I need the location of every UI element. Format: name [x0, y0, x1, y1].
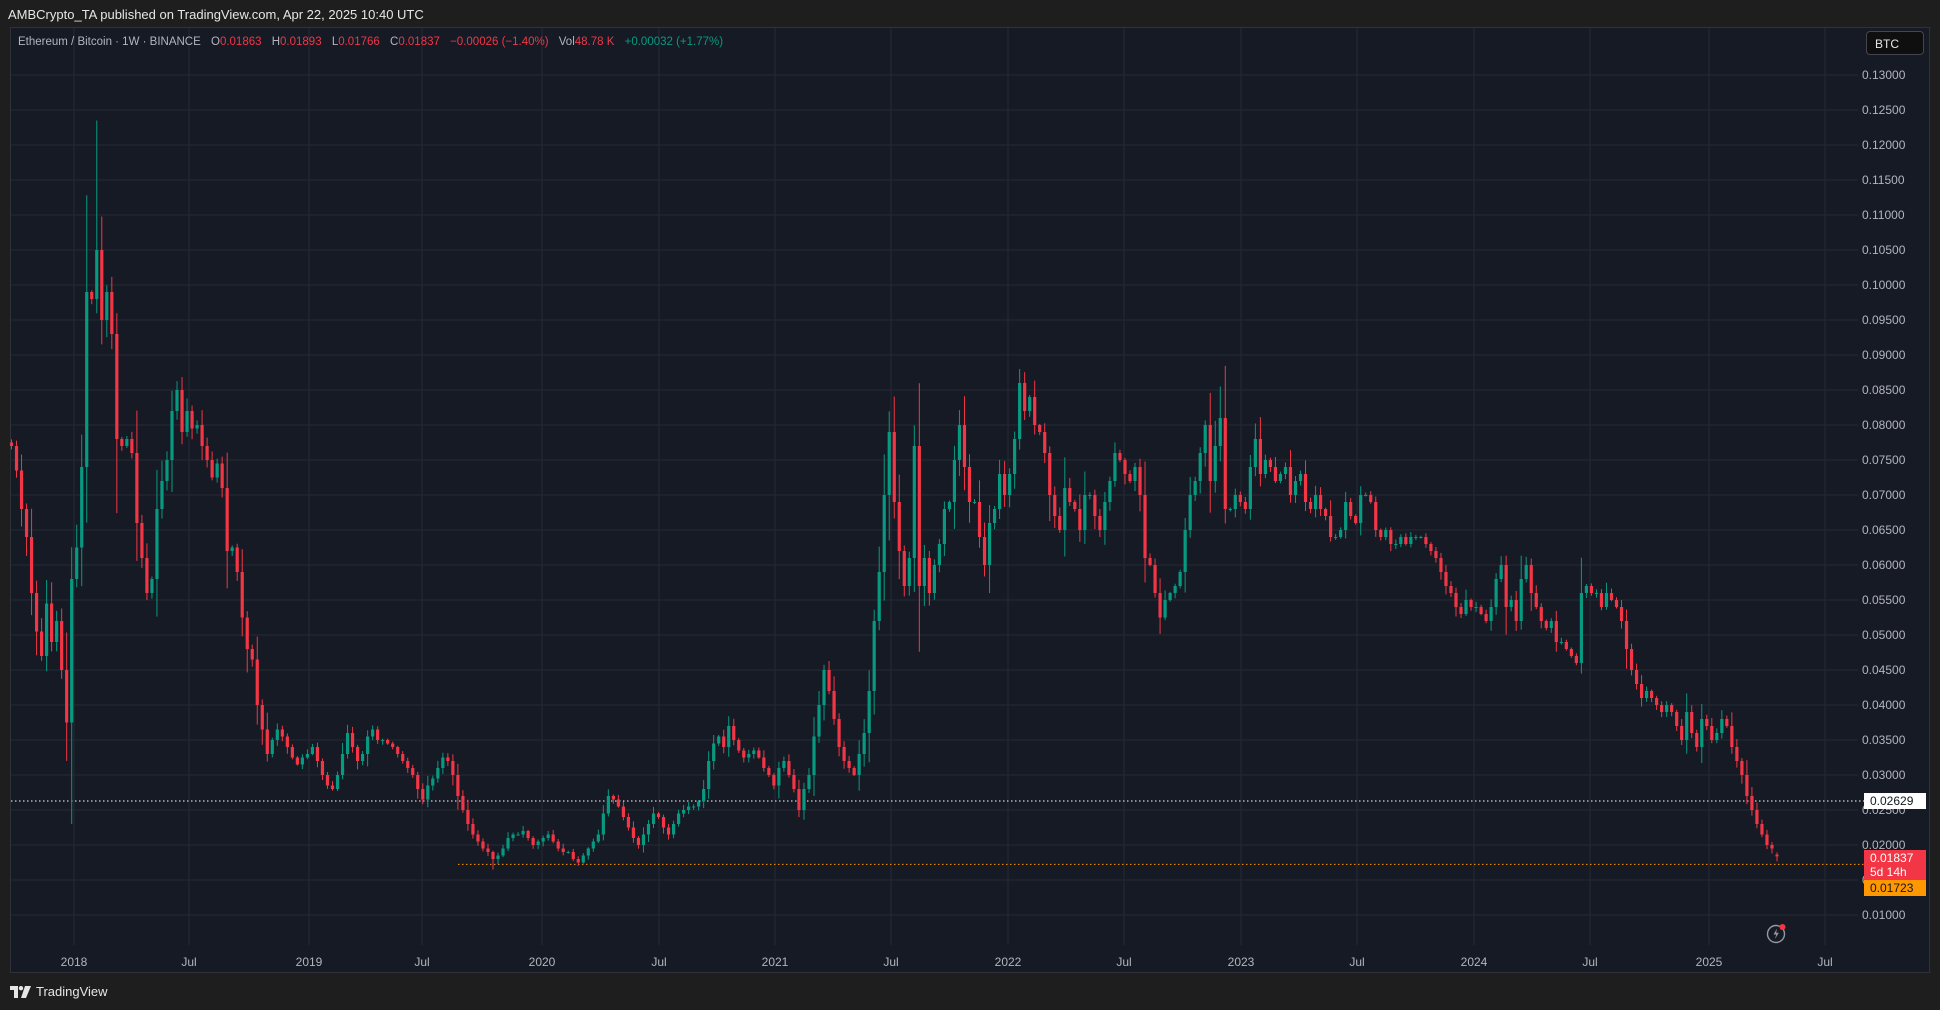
time-tick: 2024 — [1460, 955, 1488, 969]
time-tick: 2025 — [1695, 955, 1723, 969]
footer-brand[interactable]: TradingView — [36, 984, 108, 999]
price-tick: 0.05000 — [1862, 628, 1906, 642]
bar-countdown: 5d 14h — [1870, 865, 1907, 879]
price-tick: 0.09000 — [1862, 348, 1906, 362]
open-value: 0.01863 — [219, 36, 262, 48]
time-tick: Jul — [1116, 955, 1132, 969]
time-tick: Jul — [1582, 955, 1598, 969]
price-tick: 0.06000 — [1862, 558, 1906, 572]
price-tick: 0.02000 — [1862, 838, 1906, 852]
low-label: L — [331, 36, 339, 48]
price-tick: 0.08500 — [1862, 383, 1906, 397]
volume-label: Vol — [558, 36, 575, 48]
time-tick: 2023 — [1227, 955, 1255, 969]
price-tick: 0.07500 — [1862, 453, 1906, 467]
volume-value: 48.78 K — [574, 36, 615, 48]
time-tick: 2022 — [994, 955, 1022, 969]
time-tick: Jul — [1817, 955, 1833, 969]
currency-badge[interactable]: BTC — [1866, 31, 1924, 55]
price-tick: 0.08000 — [1862, 418, 1906, 432]
time-tick: Jul — [1349, 955, 1365, 969]
price-tick: 0.12000 — [1862, 138, 1906, 152]
close-label: C — [390, 36, 399, 48]
tradingview-logo-icon — [10, 985, 31, 998]
publish-info: AMBCrypto_TA published on TradingView.co… — [8, 7, 424, 22]
time-tick: Jul — [651, 955, 667, 969]
last-price-value: 0.01837 — [1870, 851, 1914, 865]
time-tick: 2019 — [295, 955, 323, 969]
price-tick: 0.12500 — [1862, 103, 1906, 117]
price-tick: 0.04000 — [1862, 698, 1906, 712]
footer: TradingView — [10, 984, 108, 999]
support-line-price-label: 0.01723 — [1864, 880, 1926, 896]
symbol-legend: Ethereum / Bitcoin · 1W · BINANCE O0.018… — [18, 35, 723, 49]
price-tick: 0.03000 — [1862, 768, 1906, 782]
time-tick: Jul — [181, 955, 197, 969]
price-tick: 0.07000 — [1862, 488, 1906, 502]
price-tick: 0.09500 — [1862, 313, 1906, 327]
price-tick: 0.10000 — [1862, 278, 1906, 292]
time-tick: 2021 — [761, 955, 789, 969]
horizontal-line-price-label: 0.02629 — [1864, 793, 1926, 809]
time-tick: Jul — [414, 955, 430, 969]
horizontal-lines — [11, 800, 1864, 865]
candles — [9, 120, 1779, 870]
time-tick: 2018 — [60, 955, 88, 969]
last-price-label: 0.01837 5d 14h — [1864, 850, 1926, 880]
time-tick: 2020 — [528, 955, 556, 969]
price-tick: 0.06500 — [1862, 523, 1906, 537]
flash-icon[interactable] — [1766, 922, 1788, 944]
volume-change: +0.00032 (+1.77%) — [624, 36, 724, 48]
price-tick: 0.10500 — [1862, 243, 1906, 257]
price-tick: 0.13000 — [1862, 68, 1906, 82]
time-tick: Jul — [883, 955, 899, 969]
symbol-name[interactable]: Ethereum / Bitcoin · 1W · BINANCE — [18, 36, 201, 48]
grid-lines — [11, 28, 1858, 945]
high-value: 0.01893 — [280, 36, 322, 48]
price-tick: 0.04500 — [1862, 663, 1906, 677]
low-value: 0.01766 — [338, 36, 380, 48]
price-tick: 0.03500 — [1862, 733, 1906, 747]
high-label: H — [271, 36, 281, 48]
price-tick: 0.01000 — [1862, 908, 1906, 922]
open-label: O — [210, 36, 220, 48]
close-value: 0.01837 — [398, 36, 440, 48]
price-tick: 0.11000 — [1862, 208, 1905, 222]
price-tick: 0.05500 — [1862, 593, 1906, 607]
price-tick: 0.11500 — [1862, 173, 1905, 187]
change-value: −0.00026 (−1.40%) — [450, 36, 549, 48]
